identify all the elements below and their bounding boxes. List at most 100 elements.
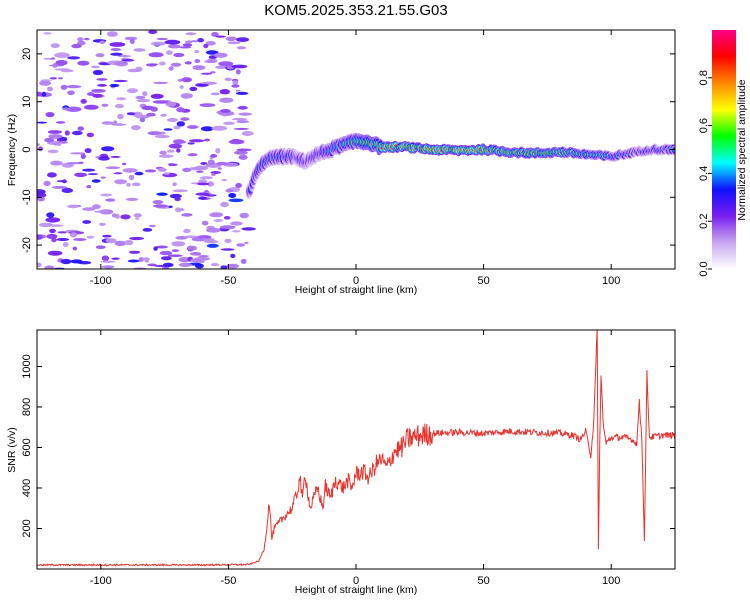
spectrogram-noise-cell: [114, 60, 128, 67]
spectrogram-noise-cell: [77, 60, 90, 66]
spectrogram-noise-cell: [203, 43, 209, 49]
spectrogram-noise-cell: [109, 42, 126, 47]
spectrogram-noise-cell: [127, 68, 140, 73]
spectrogram-noise-cell: [100, 260, 116, 263]
spectrogram-noise-cell: [66, 85, 82, 89]
spectrogram-noise-cell: [136, 99, 151, 103]
spectrogram-noise-cell: [73, 238, 87, 241]
spectrogram-noise-cell: [163, 128, 173, 131]
spectrogram-noise-cell: [197, 38, 205, 43]
spectrogram-noise-cell: [109, 83, 120, 88]
spectrogram-noise-cell: [183, 228, 191, 234]
spectrogram-noise-cell: [227, 41, 241, 45]
spectrogram-noise-cell: [233, 127, 250, 130]
spectrogram-noise-cell: [135, 217, 140, 220]
spectrogram-noise-cell: [168, 143, 183, 149]
spectrogram-noise-cell: [92, 204, 101, 210]
spectrogram-noise-cell: [195, 192, 210, 196]
spectrogram-noise-cell: [221, 178, 227, 182]
colorbar-tick-label: 0.0: [698, 261, 710, 276]
spectrogram-noise-cell: [155, 245, 168, 249]
spectrogram-noise-cell: [37, 192, 47, 198]
spectrogram-noise-cell: [116, 97, 127, 101]
spectrogram-noise-cell: [41, 81, 48, 83]
spectrogram-noise-cell: [147, 263, 157, 267]
spectrogram-noise-cell: [207, 159, 215, 165]
spectrogram-noise-cell: [235, 89, 241, 92]
spectrogram-noise-cell: [238, 154, 248, 160]
spectrogram-noise-cell: [200, 126, 214, 132]
spectrogram-noise-cell: [47, 86, 53, 92]
spectrogram-noise-cell: [221, 113, 229, 117]
spectrogram-noise-cell: [231, 84, 240, 88]
spectrogram-noise-cell: [231, 138, 240, 142]
spectrogram-noise-cell: [77, 126, 84, 131]
spectrogram-noise-cell: [87, 173, 99, 176]
spectrogram-noise-cell: [105, 238, 117, 244]
spectrogram-noise-cell: [117, 113, 124, 120]
spectrogram-noise-cell: [56, 237, 69, 242]
spectrogram-noise-cell: [243, 241, 249, 244]
spectrogram-noise-cell: [111, 123, 127, 126]
spectrogram-noise-cell: [37, 143, 40, 146]
spectrogram-noise-cell: [171, 249, 179, 253]
spectrogram-noise-cell: [232, 80, 239, 85]
spectrogram-noise-cell: [181, 77, 192, 83]
spectrogram-noise-cell: [220, 109, 231, 113]
spectrogram-noise-cell: [150, 41, 166, 46]
spectrogram-noise-cell: [235, 69, 241, 75]
spectrogram-noise-cell: [122, 162, 127, 166]
spectrogram-noise-cell: [71, 43, 82, 49]
spectrogram-noise-cell: [148, 52, 164, 58]
spectrogram-noise-cell: [154, 134, 170, 139]
spectrogram-noise-cell: [91, 89, 106, 93]
spectrogram-noise-cell: [232, 118, 248, 121]
spectrogram-noise-cell: [162, 266, 170, 269]
spectrogram-noise-cell: [172, 189, 188, 193]
snr-y-label: SNR (v/v): [6, 427, 18, 473]
spectrogram-noise-cell: [110, 52, 123, 56]
spectrogram-y-tick-label: -20: [21, 237, 33, 253]
spectrogram-noise-cell: [187, 153, 198, 157]
spectrogram-noise-cell: [125, 197, 139, 201]
spectrogram-noise-cell: [206, 243, 219, 248]
spectrogram-noise-cell: [189, 139, 205, 143]
spectrogram-noise-cell: [64, 130, 70, 136]
spectrogram-noise-cell: [148, 224, 156, 228]
snr-y-tick-label: 400: [21, 479, 33, 497]
spectrogram-noise-cell: [51, 237, 57, 243]
spectrogram-noise-cell: [238, 112, 252, 116]
colorbar-tick-label: 0.6: [698, 118, 710, 133]
spectrogram-noise-cell: [217, 167, 222, 170]
spectrogram-noise-cell: [223, 216, 231, 220]
spectrogram-noise-cell: [122, 168, 138, 173]
spectrogram-noise-cell: [211, 173, 216, 176]
colorbar: 0.0 0.2 0.4 0.6 0.8 Normalized spectral ampl…: [698, 30, 748, 277]
spectrogram-noise-cell: [47, 130, 63, 134]
snr-marks: [37, 330, 675, 567]
spectrogram-noise-cell: [210, 263, 220, 267]
spectrogram-noise-cell: [50, 160, 63, 166]
spectrogram-noise-cell: [215, 148, 221, 154]
spectrogram-noise-cell: [62, 242, 69, 247]
spectrogram-noise-cell: [150, 106, 158, 112]
snr-x-label: Height of straight line (km): [295, 584, 418, 596]
spectrogram-noise-cell: [37, 121, 48, 124]
spectrogram-noise-cell: [101, 121, 114, 125]
spectrogram-noise-cell: [41, 91, 47, 97]
spectrogram-noise-cell: [156, 192, 168, 196]
spectrogram-noise-cell: [167, 254, 183, 257]
spectrogram-noise-cell: [159, 150, 167, 155]
spectrogram-noise-cell: [45, 217, 61, 223]
spectrogram-noise-cell: [98, 156, 110, 161]
spectrogram-noise-cell: [86, 132, 95, 138]
spectrogram-marks: [37, 30, 675, 269]
spectrogram-noise-cell: [225, 188, 233, 193]
spectrogram-noise-cell: [210, 92, 220, 96]
spectrogram-noise-cell: [87, 92, 95, 96]
colorbar-ticks: 0.0 0.2 0.4 0.6 0.8: [698, 70, 712, 277]
spectrogram-noise-cell: [190, 40, 199, 43]
spectrogram-noise-cell: [99, 222, 106, 226]
spectrogram-noise-cell: [47, 172, 57, 178]
spectrogram-noise-cell: [142, 257, 150, 261]
